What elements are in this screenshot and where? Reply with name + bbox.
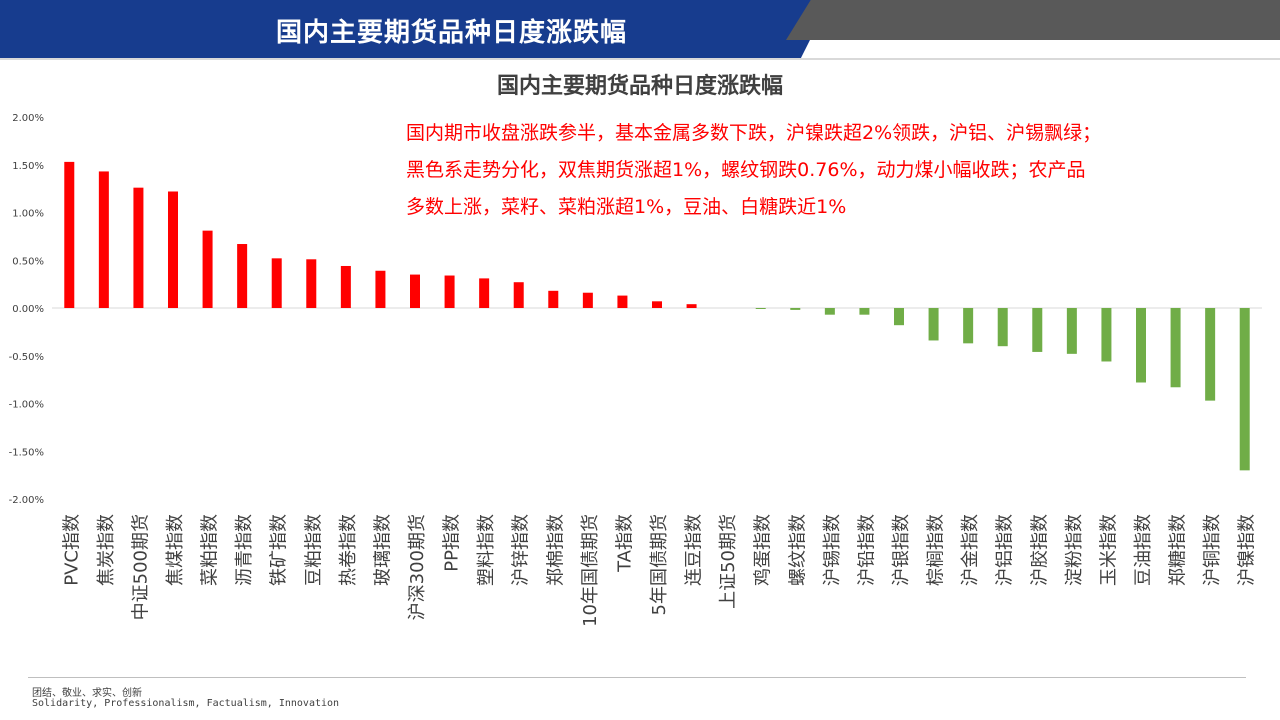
bar bbox=[824, 308, 835, 315]
x-tick-label: 焦炭指数 bbox=[96, 514, 117, 586]
y-tick-label: 0.00% bbox=[12, 304, 44, 315]
x-tick-label: 玻璃指数 bbox=[372, 514, 393, 586]
x-tick-label: 中证500期货 bbox=[130, 514, 151, 620]
y-tick-label: -2.00% bbox=[9, 495, 44, 506]
y-tick-label: 1.00% bbox=[12, 209, 44, 220]
bar bbox=[859, 308, 870, 315]
footer-motto-cn: 团结、敬业、求实、创新 bbox=[32, 688, 142, 699]
x-tick-label: 豆油指数 bbox=[1133, 514, 1154, 586]
x-tick-label: 郑糖指数 bbox=[1168, 514, 1189, 586]
bar bbox=[444, 275, 455, 308]
header-accent-bar bbox=[786, 0, 1280, 40]
bar bbox=[375, 270, 386, 308]
bar bbox=[894, 308, 904, 326]
bar bbox=[1170, 308, 1181, 388]
x-tick-label: 沪铜指数 bbox=[1202, 514, 1223, 586]
x-tick-label: 10年国债期货 bbox=[580, 514, 601, 627]
bar bbox=[410, 274, 420, 308]
header-divider bbox=[0, 58, 1280, 60]
x-tick-label: 上证50期货 bbox=[718, 514, 739, 609]
bar bbox=[168, 191, 178, 308]
bar bbox=[202, 230, 213, 308]
header-title: 国内主要期货品种日度涨跌幅 bbox=[276, 18, 628, 48]
x-tick-label: 沪金指数 bbox=[960, 514, 981, 586]
x-tick-label: 沥青指数 bbox=[234, 514, 255, 586]
bar bbox=[98, 171, 109, 308]
bar bbox=[1101, 308, 1112, 362]
y-tick-label: 0.50% bbox=[12, 256, 44, 267]
bar bbox=[582, 292, 593, 308]
footer-motto-en: Solidarity, Professionalism, Factualism,… bbox=[32, 698, 340, 709]
bar bbox=[790, 308, 801, 310]
bar bbox=[1032, 308, 1043, 352]
footer-divider bbox=[28, 677, 1246, 678]
y-tick-label: -1.50% bbox=[9, 447, 44, 458]
commentary-line: 多数上涨，菜籽、菜粕涨超1%，豆油、白糖跌近1% bbox=[406, 196, 847, 218]
x-tick-label: 豆粕指数 bbox=[303, 514, 324, 586]
x-tick-label: 鸡蛋指数 bbox=[753, 514, 774, 586]
bar bbox=[755, 308, 766, 309]
y-tick-label: 2.00% bbox=[12, 113, 44, 124]
x-tick-label: 焦煤指数 bbox=[165, 514, 186, 586]
bar bbox=[237, 244, 248, 308]
x-tick-label: 沪深300期货 bbox=[407, 514, 428, 620]
bar bbox=[64, 161, 75, 308]
x-tick-label: 棕榈指数 bbox=[926, 514, 947, 586]
y-tick-label: -0.50% bbox=[9, 352, 44, 363]
x-tick-label: 玉米指数 bbox=[1098, 514, 1119, 586]
x-tick-label: PP指数 bbox=[442, 514, 463, 572]
bar bbox=[340, 265, 351, 308]
bar bbox=[1239, 308, 1250, 471]
bar bbox=[963, 308, 974, 344]
x-tick-label: 沪锡指数 bbox=[822, 514, 843, 586]
x-tick-label: 螺纹指数 bbox=[787, 514, 808, 586]
x-tick-label: 热卷指数 bbox=[338, 514, 359, 586]
y-tick-label: -1.00% bbox=[9, 400, 44, 411]
y-tick-label: 1.50% bbox=[12, 161, 44, 172]
x-tick-label: 郑棉指数 bbox=[545, 514, 566, 586]
bar bbox=[686, 304, 697, 308]
x-tick-label: 5年国债期货 bbox=[649, 514, 670, 615]
x-tick-label: 菜粕指数 bbox=[200, 514, 221, 586]
header-banner bbox=[0, 0, 830, 58]
chart-title: 国内主要期货品种日度涨跌幅 bbox=[496, 74, 783, 99]
x-tick-label: 沪银指数 bbox=[891, 514, 912, 586]
x-tick-label: TA指数 bbox=[614, 514, 635, 573]
bar bbox=[306, 259, 317, 308]
bar-chart: 2.00% 1.50% 1.00% 0.50% 0.00% -0.50% -1.00% -1.… bbox=[9, 113, 1262, 627]
bar bbox=[928, 308, 939, 341]
x-tick-label: 淀粉指数 bbox=[1064, 514, 1085, 586]
bar bbox=[1136, 308, 1146, 383]
x-tick-label: 沪锌指数 bbox=[511, 514, 532, 586]
bar bbox=[617, 295, 628, 308]
bar bbox=[1066, 308, 1077, 354]
x-tick-label: 连豆指数 bbox=[684, 514, 705, 586]
bar bbox=[997, 308, 1008, 347]
x-tick-label: 沪铝指数 bbox=[995, 514, 1016, 586]
x-tick-label: 沪铅指数 bbox=[856, 514, 877, 586]
x-tick-label: 沪镍指数 bbox=[1237, 514, 1258, 586]
bar bbox=[548, 290, 559, 308]
bar bbox=[513, 282, 524, 308]
bar bbox=[1205, 308, 1216, 401]
x-tick-label: 沪胶指数 bbox=[1029, 514, 1050, 586]
market-commentary: 国内期市收盘涨跌参半，基本金属多数下跌，沪镍跌超2%领跌，沪铝、沪锡飘绿； 黑色… bbox=[406, 115, 1206, 226]
bar bbox=[652, 301, 662, 308]
bar bbox=[271, 258, 282, 308]
commentary-line: 国内期市收盘涨跌参半，基本金属多数下跌，沪镍跌超2%领跌，沪铝、沪锡飘绿； bbox=[406, 122, 1102, 144]
commentary-line: 黑色系走势分化，双焦期货涨超1%，螺纹钢跌0.76%，动力煤小幅收跌；农产品 bbox=[406, 159, 1086, 181]
bar bbox=[133, 187, 144, 308]
x-tick-label: 塑料指数 bbox=[476, 514, 497, 586]
x-tick-label: PVC指数 bbox=[61, 514, 82, 586]
x-tick-label: 铁矿指数 bbox=[269, 514, 290, 586]
bar bbox=[479, 278, 490, 308]
